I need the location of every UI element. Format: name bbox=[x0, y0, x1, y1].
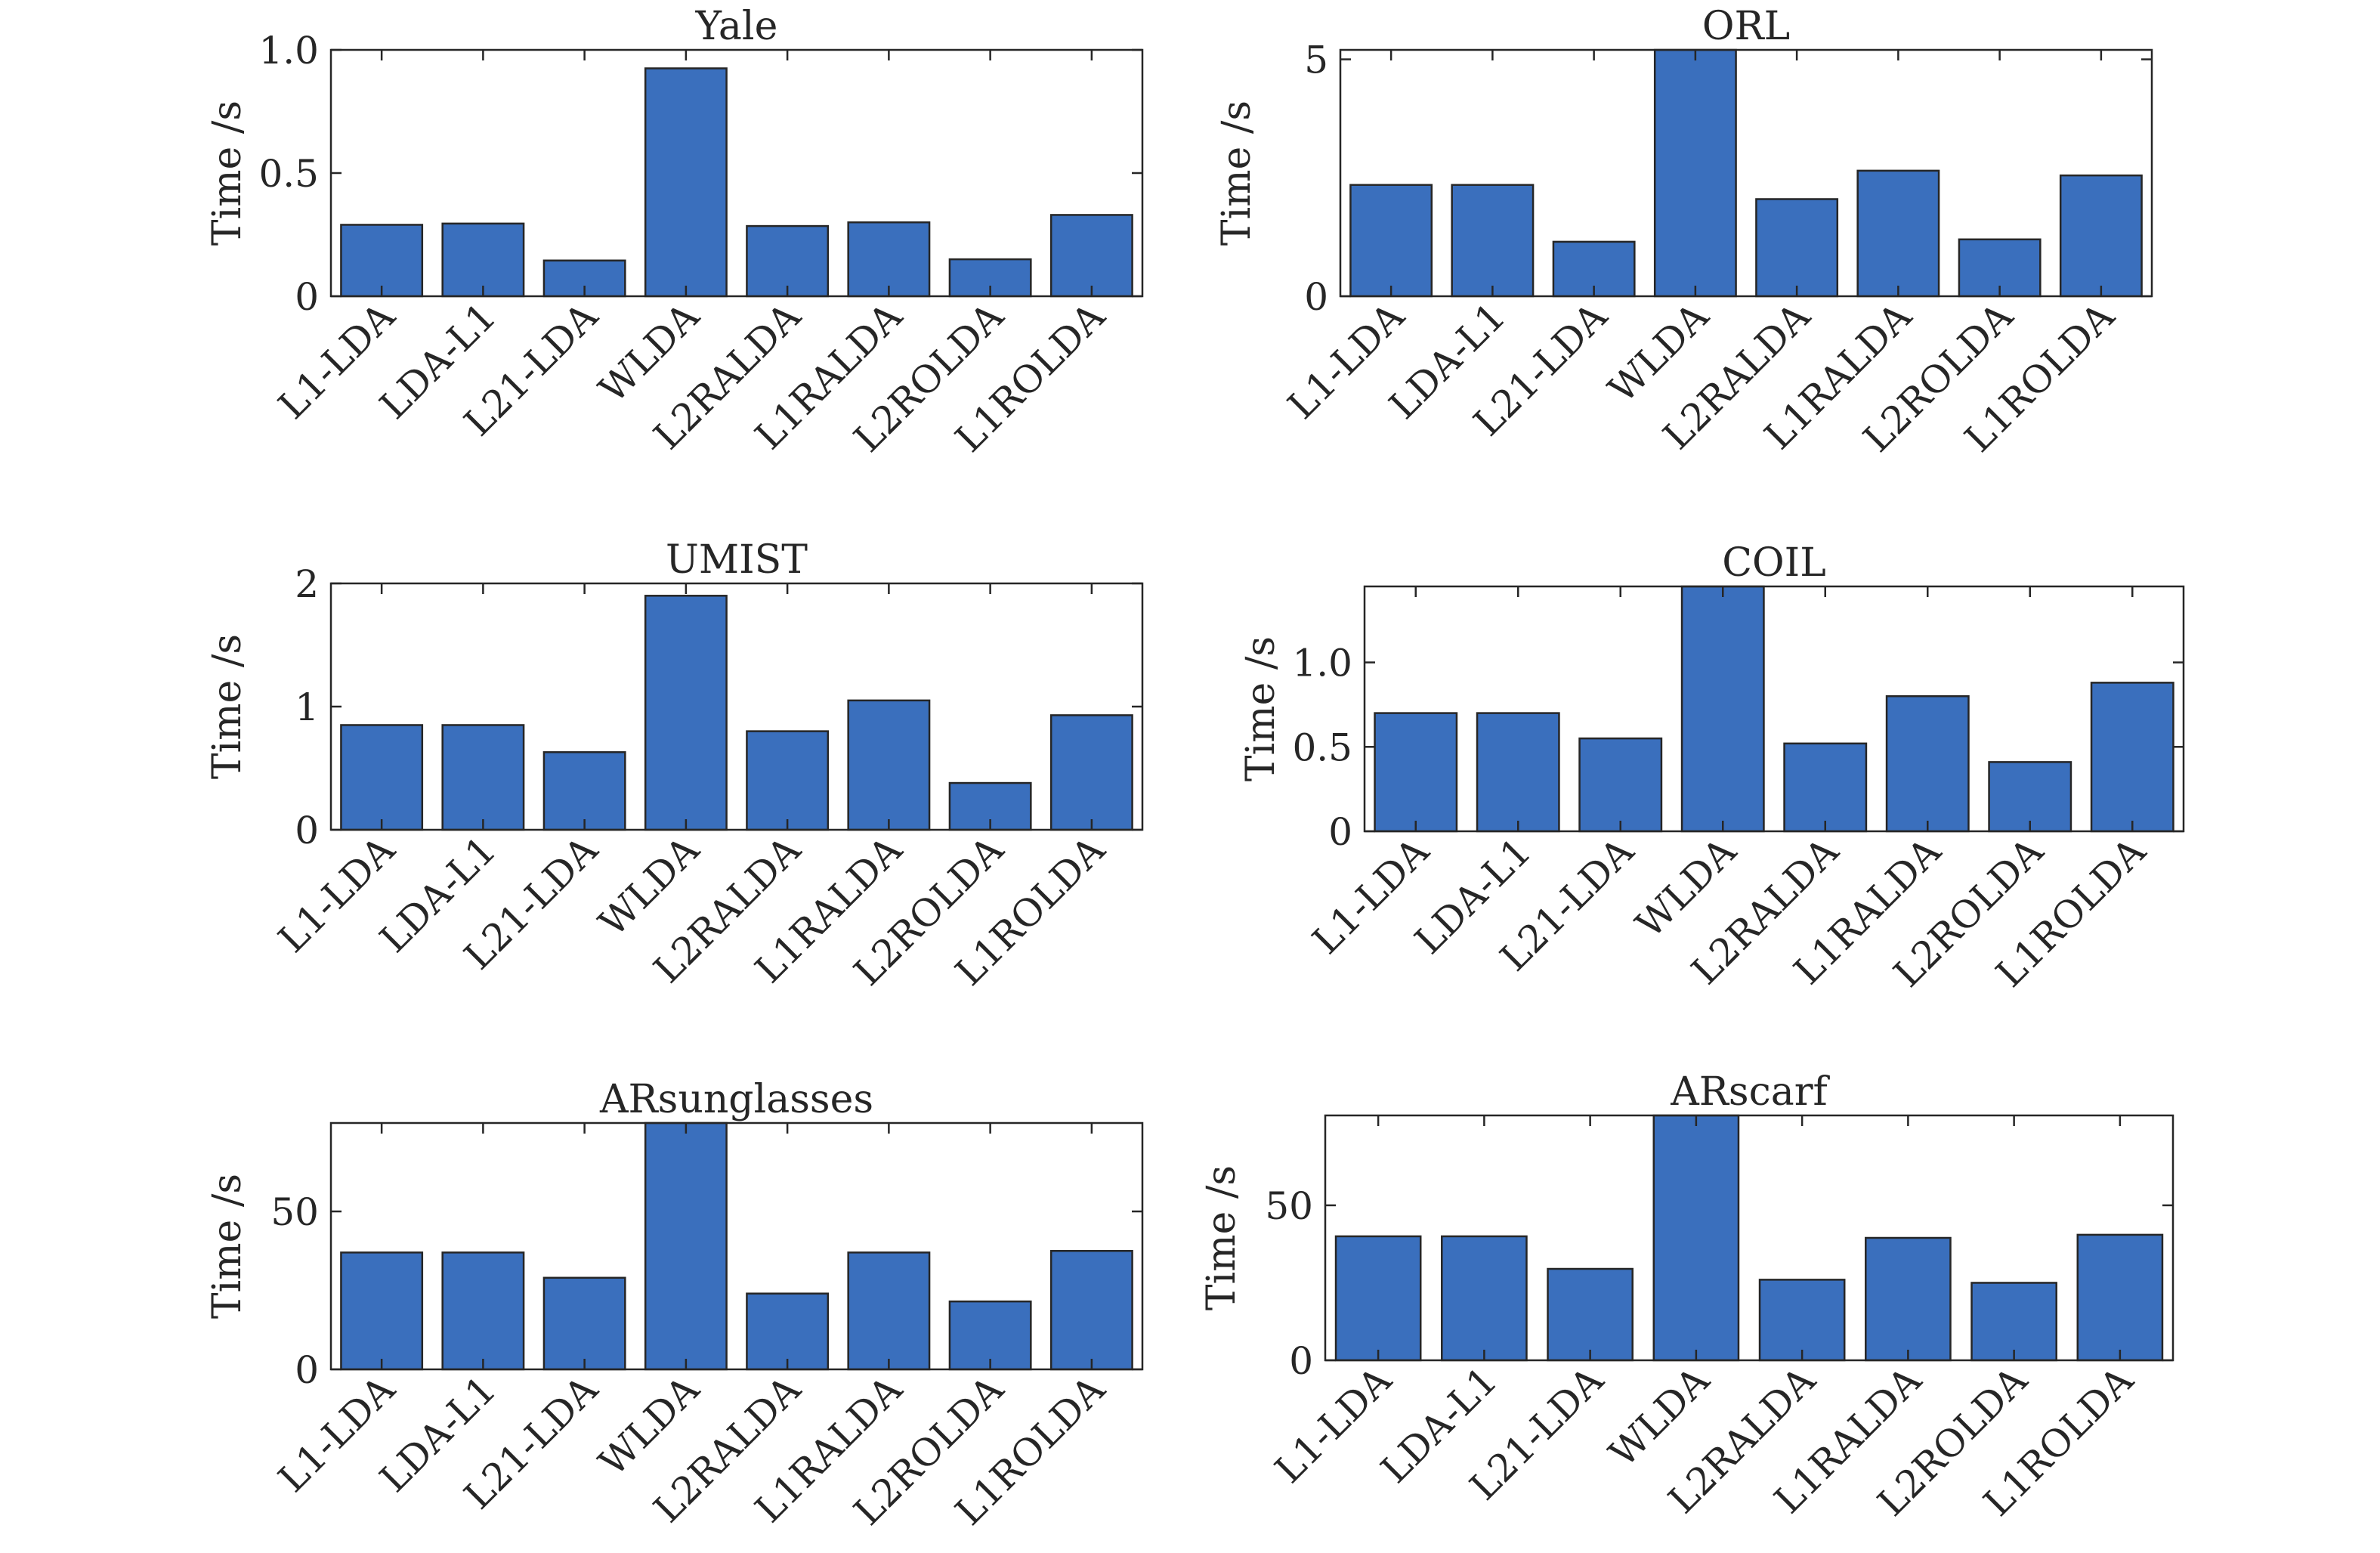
y-tick-label: 1.0 bbox=[1292, 642, 1352, 685]
bar-LDA-L1 bbox=[441, 724, 525, 831]
bar-L1ROLDA bbox=[1049, 1250, 1133, 1371]
bar-L1ROLDA bbox=[2076, 1233, 2164, 1362]
bar-L1-LDA bbox=[1349, 184, 1433, 298]
bar-L2RALDA bbox=[746, 730, 830, 831]
chart-title: UMIST bbox=[666, 537, 808, 583]
y-tick-label: 5 bbox=[1304, 39, 1328, 82]
y-tick-label: 1 bbox=[295, 685, 319, 729]
y-tick-label: 1.0 bbox=[258, 29, 319, 73]
bar-LDA-L1 bbox=[1441, 1235, 1528, 1362]
bar-L1ROLDA bbox=[2059, 174, 2143, 298]
y-tick-label: 0 bbox=[295, 275, 319, 319]
bar-WLDA bbox=[644, 595, 728, 831]
y-tick-label: 0 bbox=[295, 1348, 319, 1392]
bar-L1RALDA bbox=[1856, 169, 1940, 298]
y-tick-label: 0 bbox=[295, 809, 319, 852]
y-tick-label: 0 bbox=[1304, 275, 1328, 319]
bar-LDA-L1 bbox=[1476, 712, 1560, 833]
plot-frame bbox=[1339, 48, 2153, 298]
bar-L2RALDA bbox=[1755, 198, 1839, 298]
bar-L2RALDA bbox=[1783, 742, 1868, 833]
bar-L1ROLDA bbox=[1049, 714, 1133, 831]
y-tick-label: 50 bbox=[270, 1190, 319, 1234]
bar-L21-LDA bbox=[542, 1276, 626, 1371]
y-tick-label: 0 bbox=[1328, 810, 1352, 854]
y-tick-label: 0.5 bbox=[258, 152, 319, 196]
chart-title: ORL bbox=[1702, 4, 1790, 49]
bar-L1RALDA bbox=[847, 221, 931, 298]
bar-L2RALDA bbox=[746, 224, 830, 298]
plot-frame bbox=[1363, 585, 2185, 833]
bar-L21-LDA bbox=[542, 751, 626, 831]
y-axis-label: Time /s bbox=[205, 101, 250, 246]
bar-L21-LDA bbox=[1578, 737, 1663, 833]
bar-LDA-L1 bbox=[1451, 184, 1535, 298]
bar-WLDA bbox=[1652, 1114, 1740, 1362]
bar-LDA-L1 bbox=[441, 222, 525, 298]
y-axis-label: Time /s bbox=[1199, 1165, 1244, 1310]
bar-WLDA bbox=[644, 67, 728, 298]
y-tick-label: 0 bbox=[1289, 1339, 1313, 1383]
bar-L1RALDA bbox=[1865, 1236, 1952, 1362]
bar-L2ROLDA bbox=[1970, 1282, 2057, 1362]
chart-title: ARsunglasses bbox=[599, 1077, 873, 1122]
chart-5: 050L1-LDALDA-L1L21-LDAWLDAL2RALDAL1RALDA… bbox=[1199, 1069, 2174, 1524]
plot-frame bbox=[329, 1121, 1144, 1371]
bar-L2RALDA bbox=[1758, 1279, 1846, 1362]
bar-L2RALDA bbox=[746, 1292, 830, 1371]
chart-0: 00.51.0L1-LDALDA-L1L21-LDAWLDAL2RALDAL1R… bbox=[205, 4, 1144, 460]
y-tick-label: 2 bbox=[295, 562, 319, 606]
chart-title: ARscarf bbox=[1670, 1069, 1830, 1115]
plot-frame bbox=[1324, 1114, 2174, 1362]
chart-3: 00.51.0L1-LDALDA-L1L21-LDAWLDAL2RALDAL1R… bbox=[1238, 540, 2185, 995]
bar-L2ROLDA bbox=[948, 1300, 1032, 1371]
bar-LDA-L1 bbox=[441, 1251, 525, 1371]
bar-WLDA bbox=[1653, 48, 1737, 298]
y-tick-label: 50 bbox=[1265, 1184, 1313, 1228]
y-axis-label: Time /s bbox=[205, 634, 250, 779]
bar-L1ROLDA bbox=[1049, 214, 1133, 298]
bar-L1ROLDA bbox=[2090, 682, 2174, 833]
y-tick-label: 0.5 bbox=[1292, 725, 1352, 769]
bar-L2ROLDA bbox=[1988, 761, 2072, 833]
bar-L1-LDA bbox=[340, 724, 424, 831]
chart-4: 050L1-LDALDA-L1L21-LDAWLDAL2RALDAL1RALDA… bbox=[205, 1077, 1144, 1533]
chart-title: Yale bbox=[695, 4, 778, 49]
bar-L21-LDA bbox=[1552, 240, 1636, 298]
bar-L1-LDA bbox=[340, 224, 424, 298]
bar-WLDA bbox=[644, 1121, 728, 1371]
y-axis-label: Time /s bbox=[1214, 101, 1260, 246]
bar-L1RALDA bbox=[1885, 695, 1970, 833]
bar-L1RALDA bbox=[847, 699, 931, 831]
y-axis-label: Time /s bbox=[1238, 636, 1284, 781]
chart-2: 012L1-LDALDA-L1L21-LDAWLDAL2RALDAL1RALDA… bbox=[205, 537, 1144, 994]
bar-WLDA bbox=[1680, 585, 1765, 833]
bar-L1-LDA bbox=[1374, 712, 1458, 833]
x-tick-label: L1-LDA bbox=[1266, 1358, 1400, 1492]
chart-1: 05L1-LDALDA-L1L21-LDAWLDAL2RALDAL1RALDAL… bbox=[1214, 4, 2153, 460]
bar-L21-LDA bbox=[1547, 1267, 1634, 1362]
bar-L1RALDA bbox=[847, 1251, 931, 1371]
bar-L1-LDA bbox=[340, 1251, 424, 1371]
y-axis-label: Time /s bbox=[205, 1174, 250, 1319]
bar-L1-LDA bbox=[1334, 1235, 1422, 1362]
chart-title: COIL bbox=[1722, 540, 1826, 586]
